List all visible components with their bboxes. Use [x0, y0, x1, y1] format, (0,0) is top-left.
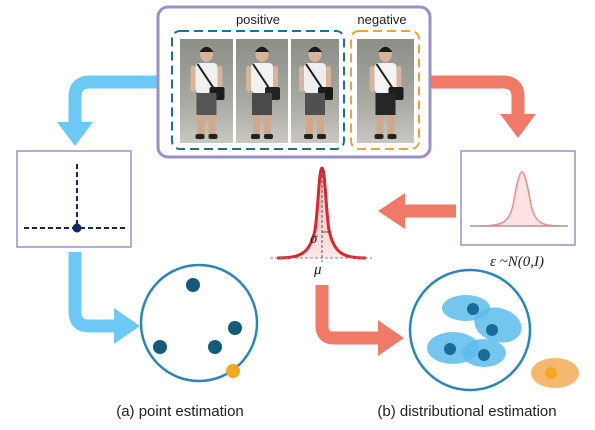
blue-arrow-bottom — [68, 252, 140, 344]
blue-arrow-top — [57, 75, 158, 146]
embedding-point — [208, 340, 222, 354]
caption-point-estimation: (a) point estimation — [116, 403, 244, 420]
distribution-mean-point — [478, 349, 490, 361]
positive-group-box — [171, 30, 345, 150]
red-arrow-top — [430, 75, 536, 138]
negative-embedding-point — [226, 364, 240, 378]
person-photo — [357, 39, 414, 143]
person-photo — [236, 39, 288, 143]
noise-gaussian-curve — [469, 171, 569, 227]
embedding-point — [153, 340, 167, 354]
point-estimate-dot — [72, 223, 82, 233]
distribution-mean-point — [444, 343, 456, 355]
caption-distributional-estimation: (b) distributional estimation — [377, 403, 556, 420]
distributional-embedding-space — [408, 268, 532, 392]
red-arrow-middle — [378, 193, 456, 229]
positive-label: positive — [236, 12, 280, 27]
gaussian-curve — [276, 166, 367, 260]
person-photo — [180, 39, 233, 143]
gaussian-distribution: σ μ — [270, 166, 372, 278]
embedding-distribution — [474, 307, 522, 343]
noise-label: ε ~N(0,I) — [490, 254, 544, 270]
person-photo — [291, 39, 339, 143]
negative-label: negative — [357, 12, 406, 27]
mu-label: μ — [313, 262, 322, 278]
point-plot-box — [16, 150, 132, 248]
red-arrow-bottom — [315, 285, 404, 356]
negative-group-box — [350, 30, 420, 150]
noise-box — [460, 150, 576, 246]
embedding-point — [228, 321, 242, 335]
negative-distribution — [531, 358, 579, 388]
distribution-mean-point — [467, 303, 479, 315]
point-embedding-space — [139, 263, 259, 383]
sigma-label: σ — [310, 231, 318, 247]
image-panel: positive negative — [156, 5, 432, 159]
distribution-mean-point — [486, 324, 498, 336]
embedding-point — [186, 278, 200, 292]
